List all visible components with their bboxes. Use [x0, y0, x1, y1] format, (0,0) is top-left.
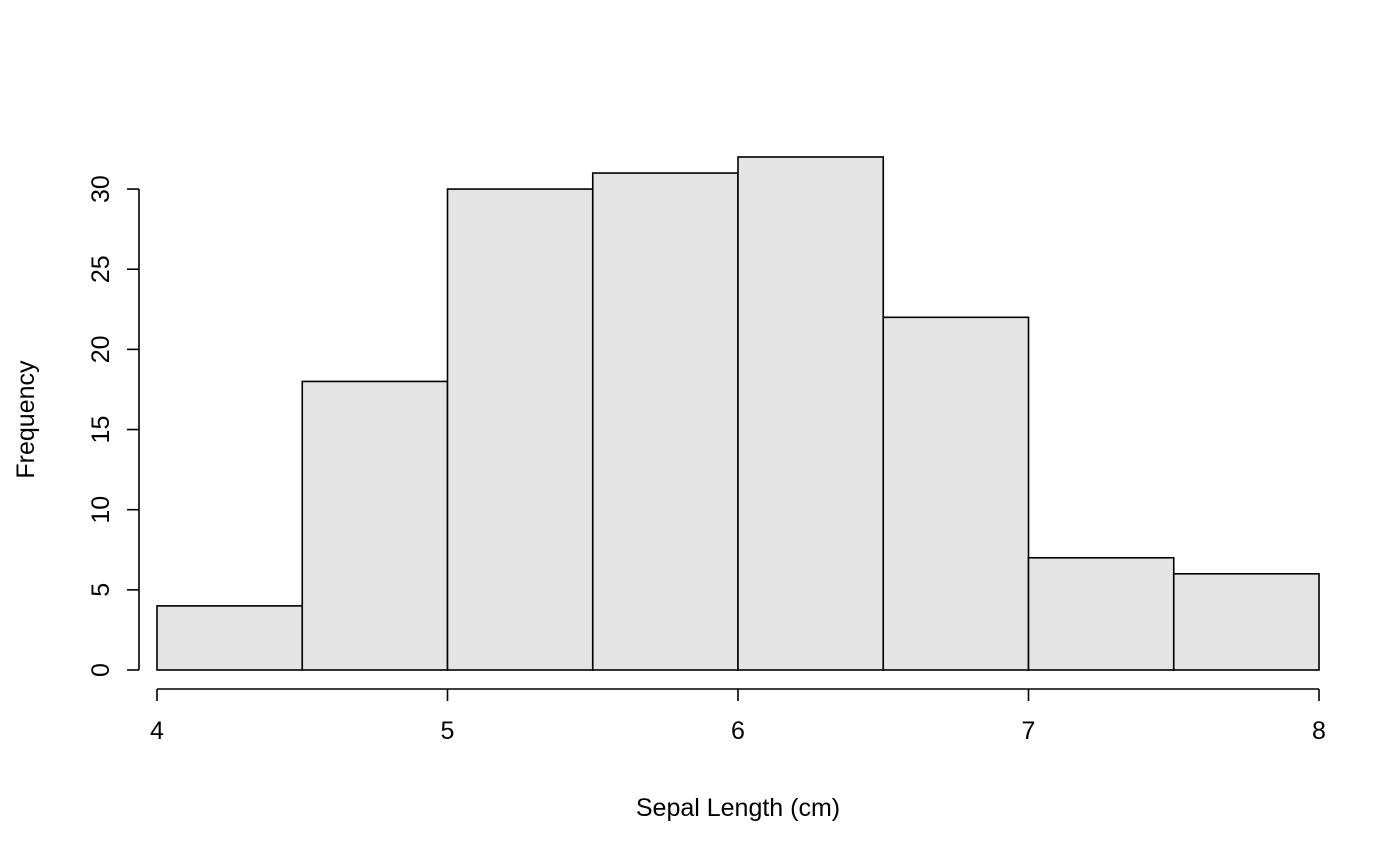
y-tick-label: 30	[87, 175, 115, 203]
y-axis-title: Frequency	[12, 360, 40, 479]
x-axis: 4 5 6 7 8	[150, 688, 1326, 745]
x-axis-title: Sepal Length (cm)	[636, 794, 840, 822]
x-tick-label: 8	[1312, 717, 1326, 745]
y-tick-label: 0	[87, 663, 115, 677]
histogram-bar	[1027, 556, 1175, 671]
y-tick-label: 20	[87, 335, 115, 363]
y-tick-label: 10	[87, 496, 115, 524]
x-tick-label: 4	[150, 717, 164, 745]
histogram-bar	[156, 605, 304, 671]
bars-group	[156, 156, 1320, 671]
y-tick-label: 25	[87, 255, 115, 283]
x-tick-label: 6	[731, 717, 745, 745]
histogram-bar	[301, 380, 449, 671]
y-tick-label: 15	[87, 416, 115, 444]
histogram-bar	[591, 172, 739, 671]
histogram-bar	[1172, 573, 1320, 671]
y-axis: 0 5 10 15 20 25 30	[87, 175, 140, 677]
x-tick-label: 7	[1022, 717, 1036, 745]
x-tick-label: 5	[441, 717, 455, 745]
y-tick-label: 5	[87, 583, 115, 597]
histogram-bar	[737, 156, 885, 671]
histogram-bar	[446, 188, 594, 671]
histogram-bar	[882, 316, 1030, 671]
